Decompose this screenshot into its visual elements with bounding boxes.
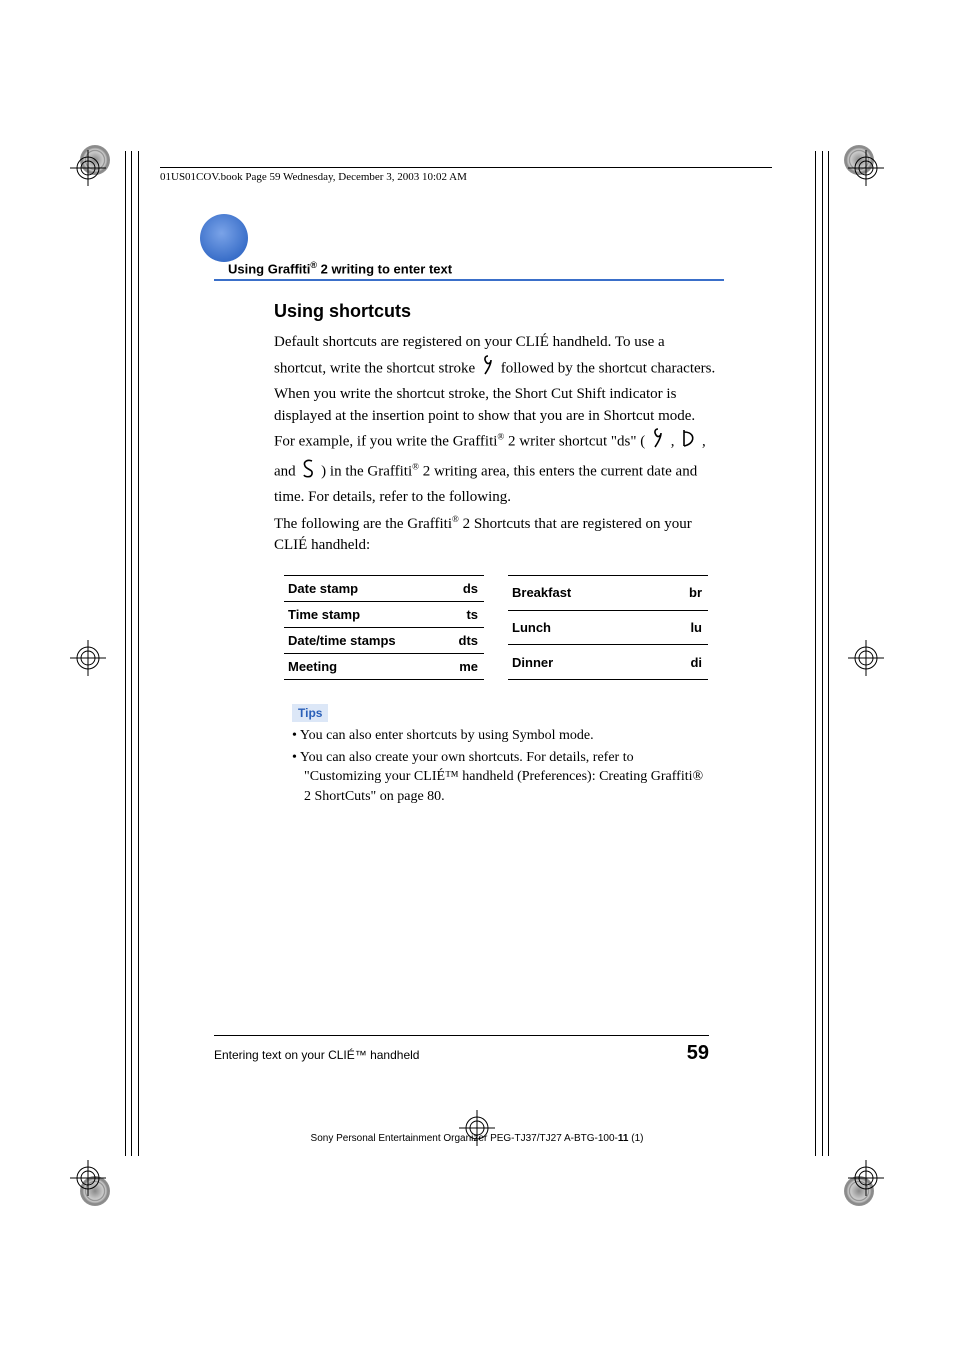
section-title-suffix: 2 writing to enter text [317,261,452,276]
crop-target-icon [70,640,106,681]
registered-mark: ® [310,260,317,270]
table-row: Meetingme [284,654,484,680]
shortcuts-table-right: Breakfastbr Lunchlu Dinnerdi [508,575,708,680]
registered-mark: ® [452,514,459,524]
table-row: Date/time stampsdts [284,628,484,654]
table-row: Dinnerdi [508,645,708,680]
graffiti-d-icon [680,427,696,457]
shortcut-stroke-icon [651,427,665,457]
shortcut-label: Date/time stamps [284,628,443,654]
shortcuts-tables: Date stampds Time stampts Date/time stam… [284,575,724,680]
shortcut-code: ts [443,602,484,628]
page-runner: 01US01COV.book Page 59 Wednesday, Decemb… [160,167,772,183]
crop-target-icon [459,1110,495,1151]
shortcut-code: ds [443,576,484,602]
shortcut-code: di [657,645,708,680]
shortcut-code: br [657,576,708,611]
crop-target-icon [70,150,106,191]
table-row: Lunchlu [508,610,708,645]
tips-list: You can also enter shortcuts by using Sy… [292,726,712,806]
footer-chapter: Entering text on your CLIÉ™ handheld [214,1048,419,1062]
body-paragraph: The following are the Graffiti® 2 Shortc… [274,513,719,558]
frame-line [822,151,823,1156]
page-footer: Entering text on your CLIÉ™ handheld 59 [214,1035,709,1065]
shortcut-label: Dinner [508,645,657,680]
para-text: 2 writer shortcut "ds" ( [504,434,645,450]
shortcut-code: me [443,654,484,680]
crop-target-icon [848,640,884,681]
frame-line [138,151,139,1156]
shortcut-label: Breakfast [508,576,657,611]
body-paragraph: Default shortcuts are registered on your… [274,332,719,508]
crop-target-icon [70,1160,106,1201]
page-number: 59 [687,1042,709,1065]
list-item: You can also enter shortcuts by using Sy… [292,726,712,746]
section-header: Using Graffiti® 2 writing to enter text [228,220,724,276]
crop-target-icon [848,1160,884,1201]
table-row: Date stampds [284,576,484,602]
footer-rule [214,1035,709,1036]
shortcut-label: Meeting [284,654,443,680]
crop-target-icon [848,150,884,191]
imprint-text: Sony Personal Entertainment Organizer PE… [311,1133,618,1144]
imprint-text: (1) [628,1133,643,1144]
section-rule [214,279,724,281]
section-title-prefix: Using Graffiti [228,261,310,276]
shortcut-code: lu [657,610,708,645]
imprint-line: Sony Personal Entertainment Organizer PE… [0,1133,954,1144]
para-text: , [667,434,678,450]
imprint-bold: 11 [618,1133,629,1144]
frame-line [131,151,132,1156]
shortcut-label: Date stamp [284,576,443,602]
frame-line [125,151,126,1156]
tips-label: Tips [292,704,328,722]
para-text: The following are the Graffiti [274,516,452,532]
para-text: ) in the Graffiti [317,463,412,479]
shortcuts-table-left: Date stampds Time stampts Date/time stam… [284,575,484,680]
table-row: Time stampts [284,602,484,628]
runner-text: 01US01COV.book Page 59 Wednesday, Decemb… [160,171,467,183]
frame-line [815,151,816,1156]
list-item: You can also create your own shortcuts. … [292,748,712,807]
shortcut-stroke-icon [481,354,495,384]
shortcut-label: Lunch [508,610,657,645]
table-row: Breakfastbr [508,576,708,611]
shortcut-label: Time stamp [284,602,443,628]
subsection-title: Using shortcuts [274,301,724,322]
registered-mark: ® [412,461,419,471]
graffiti-s-icon [301,457,315,487]
frame-line [828,151,829,1156]
shortcut-code: dts [443,628,484,654]
